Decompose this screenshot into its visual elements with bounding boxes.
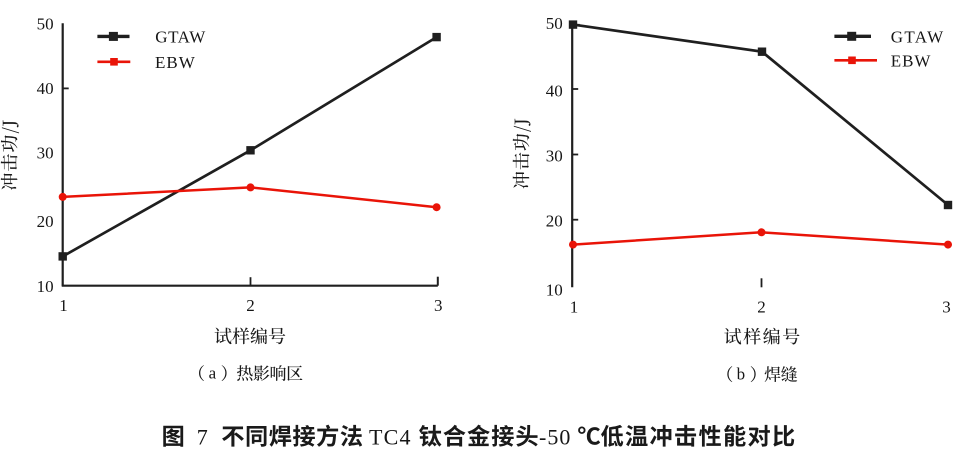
svg-text:2: 2 — [757, 298, 766, 317]
svg-text:30: 30 — [37, 143, 54, 162]
svg-text:7: 7 — [197, 425, 208, 450]
svg-text:50: 50 — [546, 14, 563, 33]
svg-text:10: 10 — [37, 277, 54, 296]
svg-text:GTAW: GTAW — [891, 28, 945, 47]
svg-text:1: 1 — [570, 298, 579, 317]
svg-text:TC4: TC4 — [369, 425, 412, 450]
svg-text:10: 10 — [546, 281, 563, 300]
svg-text:40: 40 — [37, 79, 54, 98]
svg-text:3: 3 — [434, 296, 443, 315]
svg-text:EBW: EBW — [891, 52, 932, 71]
svg-text:EBW: EBW — [155, 53, 196, 72]
svg-text:b: b — [737, 364, 746, 383]
svg-text:30: 30 — [546, 147, 563, 166]
svg-text:a: a — [209, 363, 217, 382]
svg-text:50: 50 — [37, 15, 54, 34]
svg-text:1: 1 — [59, 296, 68, 315]
svg-text:20: 20 — [37, 212, 54, 231]
svg-text:20: 20 — [546, 212, 563, 231]
svg-text:2: 2 — [246, 296, 255, 315]
svg-text:GTAW: GTAW — [155, 28, 206, 47]
svg-text:40: 40 — [546, 82, 563, 101]
svg-text:-50: -50 — [539, 425, 571, 450]
svg-text:3: 3 — [942, 298, 951, 317]
